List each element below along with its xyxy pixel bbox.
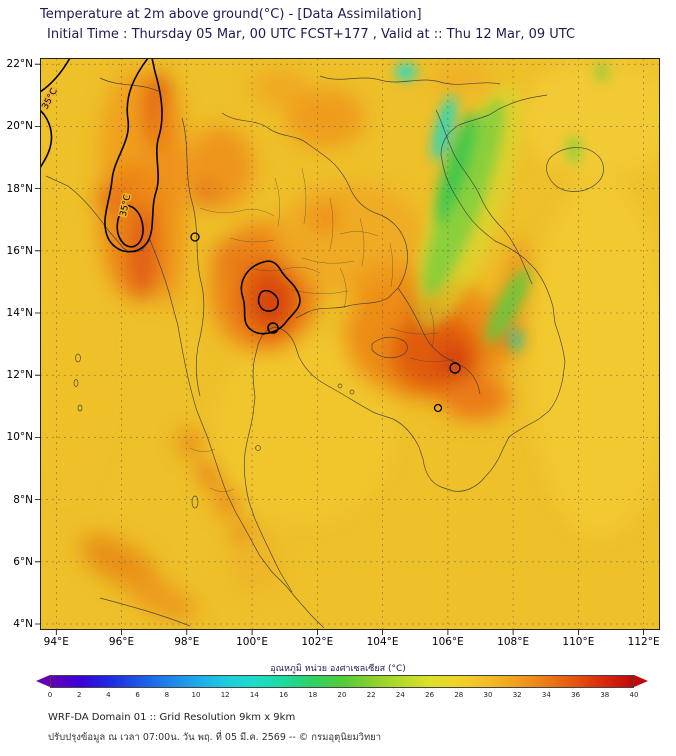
x-tick-label: 98°E [174,636,200,648]
x-tick-label: 102°E [301,636,334,648]
border-myanmar-thailand [181,117,205,397]
y-tick-label: 14°N [6,306,33,319]
colorbar-tick-label: 6 [135,691,140,699]
colorbar-ticks: 0 2 4 6 8 10 12 14 16 18 20 22 24 26 28 30 32 34 36 38 40 [47,691,639,701]
colorbar-gradient [50,675,634,688]
colorbar-tick-label: 16 [279,691,289,699]
x-tick-label: 110°E [562,636,595,648]
x-tick-label: 104°E [366,636,399,648]
colorbar-tick-label: 2 [76,691,82,699]
colorbar-tick-label: 38 [600,691,610,699]
plot-border [40,58,660,630]
border-laos-vietnam [435,109,533,285]
x-tick-label: 94°E [43,636,69,648]
y-tick-label: 18°N [6,182,33,195]
colorbar-tick-label: 26 [425,691,435,699]
colorbar-tick-label: 22 [366,691,376,699]
y-tick-label: 4°N [13,617,33,630]
samui-island [255,445,261,451]
colorbar-tick-label: 28 [454,691,464,699]
y-tick-label: 22°N [6,58,33,71]
phuket-island [191,495,199,509]
colorbar-tick-label: 30 [483,691,493,699]
colorbar-tick-label: 12 [220,691,230,699]
andaman-island [73,379,79,387]
colorbar-tick-label: 40 [629,691,639,699]
tonle-sap-lake [371,336,408,359]
x-tick-label: 106°E [431,636,464,648]
colorbar-tick-label: 10 [191,691,201,699]
temperature-field-cool [396,62,608,352]
colorbar-arrow-left [36,675,50,687]
contour-labels: 35°C 35°C [40,85,135,219]
andaman-island [77,404,83,412]
coastlines-and-borders [45,75,604,629]
y-tick-label: 6°N [13,555,33,568]
hainan-island [546,147,604,192]
map-subtitle: Initial Time : Thursday 05 Mar, 00 UTC F… [47,27,576,42]
colorbar-title: อุณหภูมิ หน่วย องศาเซลเซียส (°C) [270,664,406,674]
colorbar-tick-label: 24 [395,691,405,699]
y-tick-label: 12°N [6,369,33,382]
x-tick-label: 96°E [108,636,135,648]
colorbar-tick-label: 14 [249,691,259,699]
colorbar-tick-label: 36 [571,691,581,699]
border-thailand-laos-cambodia [221,112,408,319]
border-china [99,75,501,93]
andaman-island [75,353,81,363]
colorbar-tick-label: 0 [47,691,53,699]
x-axis-ticks: 94°E 96°E 98°E 100°E 102°E 104°E 106°E 108°E 110… [40,636,660,652]
coastline-malacca [99,597,325,629]
x-tick-label: 112°E [627,636,660,648]
colorbar-tick-label: 20 [337,691,347,699]
colorbar-tick-label: 18 [308,691,318,699]
colorbar-arrow-right [634,675,648,687]
x-tick-label: 108°E [497,636,530,648]
map-canvas: 35°C 35°C [35,58,660,635]
colorbar-tick-label: 34 [541,691,551,699]
y-axis-ticks: 22°N 20°N 18°N 16°N 14°N 12°N 10°N 8°N 6°N 4°N [0,58,36,630]
contour-lines-35c [40,58,461,413]
map-plot-area: 35°C 35°C [35,58,660,635]
map-title: Temperature at 2m above ground(°C) - [Da… [40,7,422,22]
footer-update-info: ปรับปรุงข้อมูล ณ เวลา 07:00น. วัน พฤ. ที… [48,732,382,743]
y-tick-label: 16°N [6,244,33,257]
x-tick-label: 100°E [236,636,269,648]
y-tick-label: 8°N [13,493,33,506]
coastline-west-peninsula [45,175,297,599]
coastline-gulf-vietnam [243,94,566,593]
footer-domain-info: WRF-DA Domain 01 :: Grid Resolution 9km … [48,712,296,723]
colorbar-tick-label: 32 [512,691,522,699]
border-cambodia-vietnam [397,287,481,395]
colorbar [36,675,648,688]
temperature-field-warm [40,58,660,621]
colorbar-tick-label: 8 [164,691,170,699]
y-tick-label: 10°N [6,431,33,444]
gulf-island [337,383,343,389]
y-tick-label: 20°N [6,120,33,133]
axis-tick-marks [35,63,644,635]
colorbar-tick-label: 4 [106,691,111,699]
gulf-island [349,389,355,395]
